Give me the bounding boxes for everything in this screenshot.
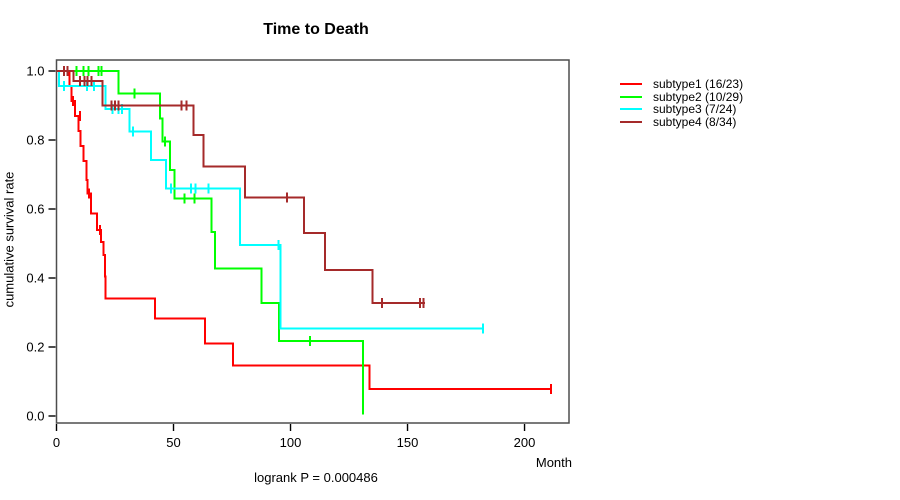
survival-curve-subtype3 (56, 70, 484, 330)
legend-item-subtype2: subtype2 (10/29) (620, 89, 744, 104)
y-tick-label: 0.8 (26, 133, 44, 148)
y-tick-label: 0.0 (26, 408, 44, 423)
logrank-annotation: logrank P = 0.000486 (254, 470, 378, 485)
plot-box (55, 59, 570, 424)
legend-item-subtype1: subtype1 (16/23) (620, 77, 744, 92)
legend: subtype1 (16/23) subtype2 (10/29) subtype3… (620, 77, 744, 129)
y-tick-label: 0.6 (26, 202, 44, 217)
x-tick-label: 0 (53, 435, 60, 450)
survival-curve-subtype1 (56, 70, 552, 391)
survival-curve-subtype2 (56, 70, 364, 415)
legend-label-subtype2: subtype2 (10/29) (653, 89, 744, 104)
y-tick-label: 0.4 (26, 271, 44, 286)
y-tick-label: 1.0 (26, 64, 44, 79)
legend-label-subtype4: subtype4 (8/34) (653, 114, 737, 129)
legend-swatch-subtype2 (620, 95, 642, 98)
legend-item-subtype3: subtype3 (7/24) (620, 102, 743, 117)
x-tick-label: 100 (280, 435, 302, 450)
legend-item-subtype4: subtype4 (8/34) (620, 114, 743, 129)
x-tick-label: 50 (166, 435, 180, 450)
x-tick-label: 150 (397, 435, 419, 450)
chart-title: Time to Death (263, 21, 369, 38)
y-tick-label: 0.2 (26, 339, 44, 354)
y-axis-title: cumulative survival rate (1, 171, 17, 308)
legend-label-subtype3: subtype3 (7/24) (653, 102, 737, 117)
survival-curve-subtype4 (56, 70, 426, 305)
legend-swatch-subtype1 (620, 83, 642, 86)
x-axis-title: Month (535, 455, 572, 470)
legend-swatch-subtype3 (620, 108, 642, 111)
x-tick-label: 200 (514, 435, 536, 450)
legend-swatch-subtype4 (620, 120, 642, 123)
legend-label-subtype1: subtype1 (16/23) (653, 77, 744, 92)
